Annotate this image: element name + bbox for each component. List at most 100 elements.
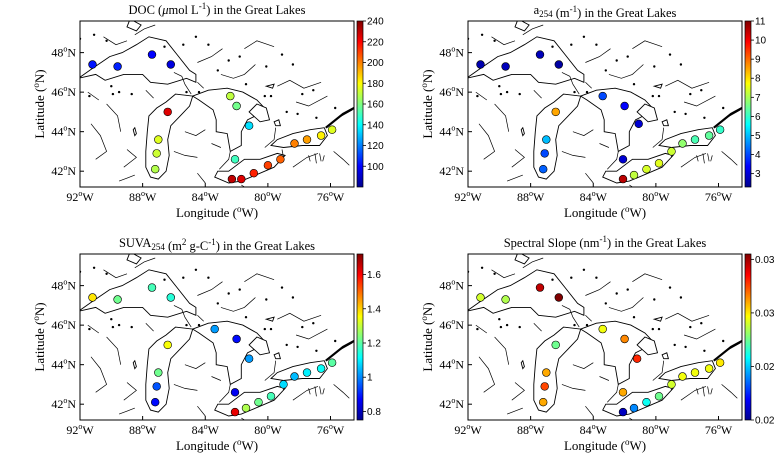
river-19 — [680, 153, 707, 168]
station-point — [230, 407, 240, 417]
georgian-bay — [636, 336, 659, 356]
small-lake-1 — [493, 272, 496, 275]
river-2 — [585, 315, 592, 322]
small-lake-19 — [703, 349, 706, 352]
lat-tick-label: 46oN — [51, 317, 76, 332]
colorbar — [744, 253, 752, 421]
small-lake-14 — [657, 94, 661, 98]
small-lake-7 — [653, 65, 656, 68]
plot-frame — [467, 20, 743, 188]
plot-frame — [79, 253, 355, 421]
x-axis-label: Longitude (oW) — [564, 437, 646, 453]
small-lake-6 — [238, 55, 241, 58]
y-axis-label: Latitude (oN) — [31, 302, 47, 371]
station-point — [642, 398, 651, 407]
station-point — [501, 62, 510, 71]
river-11 — [683, 95, 716, 107]
river-27 — [319, 386, 322, 395]
small-lake-3 — [194, 35, 198, 38]
small-lake-8 — [668, 53, 672, 56]
lake-winnebago — [520, 126, 525, 137]
river-1 — [607, 151, 619, 170]
station-point — [316, 131, 326, 140]
plot-frame — [79, 20, 355, 188]
river-8 — [608, 64, 644, 79]
river-13 — [90, 123, 108, 160]
small-lake-16 — [263, 94, 266, 98]
river-14 — [123, 149, 137, 168]
river-1 — [607, 384, 619, 403]
small-lake-1 — [105, 272, 108, 275]
lake-superior — [468, 269, 585, 318]
river-10 — [665, 79, 710, 89]
colorbar-tick-label: 5 — [755, 131, 761, 142]
river-10 — [665, 312, 710, 322]
station-point — [704, 364, 714, 373]
river-26 — [314, 386, 317, 397]
river-9 — [244, 40, 275, 49]
small-lake-23 — [498, 85, 501, 88]
station-point — [163, 107, 172, 117]
colorbar-tick-label: 0.8 — [367, 407, 381, 418]
small-lake-7 — [653, 298, 656, 301]
station-point — [290, 139, 299, 148]
station-point — [276, 155, 285, 164]
lat-tick-label: 42oN — [51, 396, 76, 411]
small-lake-25 — [499, 92, 503, 96]
river-2 — [197, 315, 204, 322]
lake-winnebago — [132, 359, 137, 370]
small-lake-20 — [722, 339, 725, 343]
river-23 — [506, 407, 523, 415]
y-axis-label: Latitude (oN) — [419, 69, 435, 138]
river-4 — [561, 72, 580, 95]
river-6 — [522, 257, 544, 269]
small-lake-8 — [668, 286, 672, 289]
map-panel-doc: 92oW 88oW 84oW 80oW 76oW 48oN 46oN 44oN 42oN Long… — [31, 1, 384, 220]
map-panel-slope: 92oW 88oW 84oW 80oW 76oW 48oN 46oN 44oN 42oN Long… — [419, 234, 775, 453]
river-4 — [173, 72, 192, 95]
river-28 — [696, 388, 699, 395]
small-lake-18 — [197, 323, 201, 327]
small-lake-27 — [163, 278, 166, 281]
small-lake-16 — [651, 94, 654, 98]
river-29 — [710, 388, 713, 395]
colorbar-tick-label: 1.2 — [367, 338, 381, 349]
lat-tick-label: 42oN — [439, 396, 464, 411]
georgian-bay — [636, 103, 659, 123]
small-lake-10 — [689, 325, 692, 329]
small-lake-24 — [88, 327, 91, 331]
small-lake-14 — [269, 94, 273, 98]
small-lake-0 — [92, 266, 96, 269]
station-point — [166, 293, 176, 302]
small-lake-12 — [673, 343, 676, 347]
lat-tick-label: 46oN — [439, 317, 464, 332]
river-28 — [308, 155, 311, 162]
river-14 — [511, 149, 525, 168]
station-point — [690, 368, 700, 377]
lat-tick-label: 44oN — [439, 357, 464, 372]
lake-winnebago — [132, 126, 137, 137]
small-lake-19 — [703, 116, 706, 120]
river-12 — [494, 336, 510, 365]
river-27 — [319, 153, 322, 162]
small-lake-11 — [312, 322, 315, 325]
river-17 — [599, 376, 610, 381]
station-point — [249, 169, 259, 178]
lon-tick-label: 80oW — [642, 189, 670, 204]
small-lake-6 — [626, 55, 629, 58]
river-16 — [572, 129, 594, 136]
station-point — [629, 403, 639, 413]
small-lake-21 — [518, 92, 521, 96]
small-lake-9 — [679, 296, 683, 299]
small-lake-13 — [296, 112, 299, 116]
small-lake-4 — [216, 302, 219, 305]
station-point — [539, 398, 548, 407]
small-lake-17 — [185, 323, 188, 327]
station-point — [476, 60, 485, 69]
river-6 — [134, 257, 156, 269]
station-point — [151, 398, 160, 407]
station-point — [501, 295, 510, 304]
river-12 — [494, 103, 510, 132]
lake-nipigon — [126, 254, 142, 265]
small-lake-19 — [315, 349, 318, 352]
